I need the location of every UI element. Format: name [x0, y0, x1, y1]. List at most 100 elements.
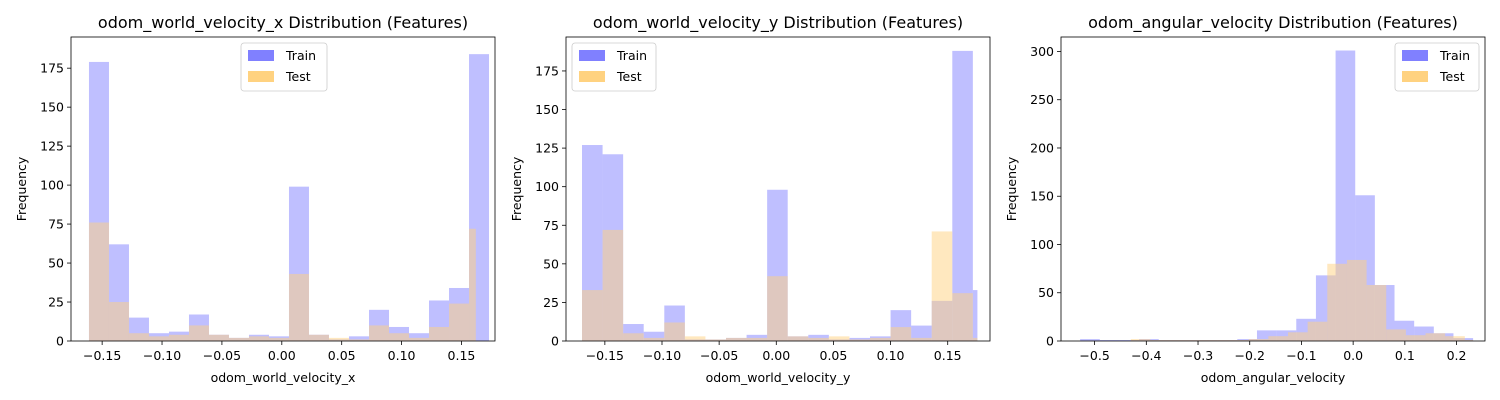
legend-label-train-2: Train: [616, 48, 647, 63]
bar-test-2-12: [828, 336, 850, 341]
chart-title-1: odom_world_velocity_x Distribution (Feat…: [98, 13, 468, 33]
bar-test-2-14: [870, 337, 891, 341]
x-tick-label-1-4: 0.05: [328, 348, 356, 363]
x-tick-label-3-6: 0.1: [1395, 348, 1415, 363]
bar-train-1-16: [409, 333, 429, 341]
bar-train-3-10: [1276, 330, 1297, 341]
chart-title-2: odom_world_velocity_y Distribution (Feat…: [593, 13, 963, 33]
bar-test-2-4: [664, 322, 685, 341]
bar-test-1-10: [288, 273, 309, 341]
legend-swatch-train-2: [579, 50, 605, 61]
bar-test-3-1: [1150, 340, 1171, 341]
bar-train-3-9: [1256, 330, 1277, 341]
bar-test-1-12: [328, 337, 349, 341]
bar-train-2-16: [911, 325, 932, 341]
x-tick-label-2-0: −0.15: [586, 348, 624, 363]
bar-test-3-15: [1425, 333, 1446, 341]
bar-test-1-7: [228, 337, 249, 341]
bar-test-1-14: [369, 325, 389, 341]
x-tick-label-2-2: −0.05: [700, 348, 738, 363]
bar-test-1-9: [268, 337, 289, 341]
y-tick-label-3-5: 250: [1030, 92, 1054, 107]
bar-test-2-0: [582, 290, 603, 341]
y-tick-label-2-1: 25: [543, 295, 559, 310]
y-tick-label-3-6: 300: [1030, 44, 1054, 59]
bar-test-1-8: [248, 336, 269, 341]
bar-test-1-1: [108, 302, 129, 341]
y-axis-label-2: Frequency: [509, 156, 524, 221]
bar-test-1-4: [168, 334, 189, 341]
bar-test-2-1: [602, 229, 624, 341]
bar-test-1-2: [128, 333, 149, 341]
legend-label-train-3: Train: [1439, 48, 1470, 63]
y-tick-label-3-4: 200: [1030, 140, 1054, 155]
y-tick-label-2-7: 175: [535, 63, 559, 78]
y-axis-label-3: Frequency: [1004, 156, 1019, 221]
y-tick-label-1-5: 125: [40, 139, 64, 154]
chart-panel-1: odom_world_velocity_x Distribution (Feat…: [14, 13, 496, 385]
bar-test-1-17: [429, 326, 449, 341]
y-tick-label-1-2: 50: [48, 256, 64, 271]
bar-test-3-14: [1405, 335, 1426, 341]
bar-test-3-2: [1170, 340, 1190, 341]
x-tick-label-2-1: −0.10: [643, 348, 681, 363]
x-tick-label-3-3: −0.2: [1235, 348, 1265, 363]
bar-test-3-5: [1229, 340, 1249, 341]
legend-2: Train Test: [571, 42, 657, 92]
y-tick-label-2-2: 50: [543, 256, 559, 271]
bar-test-3-16: [1445, 336, 1465, 341]
bar-test-2-5: [684, 336, 706, 341]
legend-3: Train Test: [1394, 42, 1480, 92]
bar-test-3-7: [1268, 336, 1288, 341]
y-tick-label-2-5: 125: [535, 141, 559, 156]
y-tick-label-2-0: 0: [551, 334, 559, 349]
legend-swatch-train-1: [248, 50, 274, 61]
legend-1: Train Test: [240, 42, 328, 92]
bar-test-2-2: [623, 333, 644, 341]
x-tick-label-3-4: −0.1: [1286, 348, 1316, 363]
x-tick-label-3-2: −0.3: [1183, 348, 1213, 363]
legend-swatch-test-1: [248, 71, 274, 82]
legend-swatch-test-3: [1402, 71, 1428, 82]
x-tick-label-1-0: −0.15: [83, 348, 121, 363]
legend-label-train-1: Train: [285, 48, 316, 63]
bar-test-2-9: [767, 276, 788, 341]
x-tick-label-3-7: 0.2: [1447, 348, 1467, 363]
x-tick-label-1-3: 0.00: [268, 348, 296, 363]
chart-title-3: odom_angular_velocity Distribution (Feat…: [1088, 13, 1458, 33]
bar-test-2-15: [890, 327, 912, 341]
bar-train-2-18: [952, 50, 973, 341]
bar-train-1-13: [349, 336, 369, 341]
x-tick-label-1-5: 0.10: [388, 348, 416, 363]
y-axis-label-1: Frequency: [14, 156, 29, 221]
y-tick-label-3-1: 50: [1038, 285, 1054, 300]
y-tick-label-2-6: 150: [535, 102, 559, 117]
x-tick-label-1-1: −0.10: [143, 348, 181, 363]
xticks-1: −0.15 −0.10 −0.05 0.00 0.05 0.10 0.15: [83, 341, 475, 363]
bar-test-3-12: [1366, 285, 1387, 341]
plot-frame-1: [70, 36, 496, 342]
bar-train-2-19: [972, 290, 978, 341]
x-axis-label-3: odom_angular_velocity: [1201, 370, 1346, 385]
bar-test-1-15: [389, 333, 409, 341]
x-tick-label-3-0: −0.5: [1079, 348, 1109, 363]
bar-train-3-1: [1099, 340, 1120, 341]
bar-train-3-2: [1119, 340, 1140, 341]
x-tick-label-2-6: 0.15: [934, 348, 962, 363]
bar-test-3-10: [1327, 263, 1347, 341]
legend-label-test-2: Test: [616, 69, 642, 84]
x-axis-label-2: odom_world_velocity_y: [706, 370, 851, 385]
chart-panel-2: odom_world_velocity_y Distribution (Feat…: [509, 13, 991, 385]
x-tick-label-3-1: −0.4: [1131, 348, 1161, 363]
x-tick-label-1-2: −0.05: [203, 348, 241, 363]
xticks-3: −0.5 −0.4 −0.3 −0.2 −0.1 0.0 0.1 0.2: [1079, 341, 1467, 363]
y-tick-label-1-1: 25: [48, 295, 64, 310]
bar-train-2-3: [643, 331, 665, 341]
bar-test-1-18: [449, 303, 470, 341]
xticks-2: −0.15 −0.10 −0.05 0.00 0.05 0.10 0.15: [586, 341, 962, 363]
bar-test-2-17: [931, 231, 953, 341]
y-tick-label-3-3: 150: [1030, 189, 1054, 204]
chart-panel-3: odom_angular_velocity Distribution (Feat…: [1004, 13, 1486, 385]
bar-test-3-3: [1189, 340, 1210, 341]
bar-test-1-19: [469, 228, 476, 341]
